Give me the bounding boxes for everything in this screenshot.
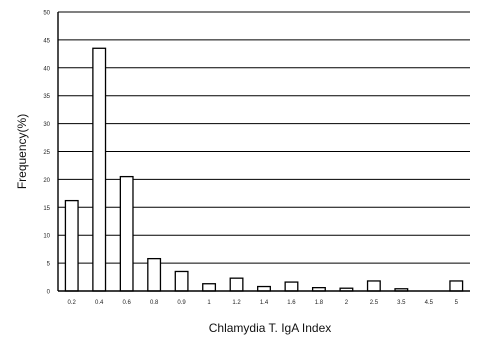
- x-tick-label: 3.5: [397, 300, 406, 306]
- y-tick-label: 35: [43, 94, 50, 100]
- y-tick-label: 5: [47, 262, 51, 268]
- x-tick-label: 4.5: [425, 300, 434, 306]
- x-tick-label: 5: [455, 300, 459, 306]
- bar: [449, 280, 464, 292]
- y-tick-label: 20: [43, 178, 50, 184]
- bar: [119, 175, 134, 292]
- y-tick-label: 10: [43, 234, 50, 240]
- y-tick-label: 25: [43, 150, 50, 156]
- x-tick-label: 1.8: [315, 300, 324, 306]
- x-tick-label: 1.6: [287, 300, 296, 306]
- bar: [284, 281, 299, 292]
- x-axis-label: Chlamydia T. IgA Index: [209, 321, 332, 335]
- bars: [64, 47, 464, 292]
- x-tick-label: 1.2: [232, 300, 241, 306]
- x-tick-label: 2.5: [370, 300, 379, 306]
- y-tick-label: 0: [47, 290, 51, 296]
- y-tick-label: 50: [43, 11, 50, 17]
- bar: [229, 277, 244, 292]
- y-axis-label: Frequency(%): [15, 114, 29, 189]
- bar: [147, 257, 162, 292]
- y-tick-label: 15: [43, 206, 50, 212]
- bar: [92, 47, 107, 292]
- bar: [202, 283, 217, 292]
- bar: [174, 270, 189, 292]
- x-tick-label: 2: [345, 300, 349, 306]
- bar: [366, 280, 381, 292]
- x-tick-label: 0.4: [95, 300, 104, 306]
- x-tick-label: 0.9: [177, 300, 186, 306]
- y-tick-label: 40: [43, 66, 50, 72]
- y-tick-labels: 0 5 10 15 20 25 30 35 40 45 50: [43, 11, 50, 296]
- x-tick-label: 0.6: [122, 300, 131, 306]
- y-tick-label: 45: [43, 38, 50, 44]
- x-tick-label: 1: [207, 300, 211, 306]
- x-tick-label: 1.4: [260, 300, 269, 306]
- y-tick-label: 30: [43, 122, 50, 128]
- x-tick-labels: 0.2 0.4 0.6 0.8 0.9 1 1.2 1.4 1.6 1.8 2 2.5 3.5 4.5 5: [68, 300, 459, 306]
- bar: [64, 199, 79, 292]
- x-tick-label: 0.2: [68, 300, 77, 306]
- x-tick-label: 0.8: [150, 300, 159, 306]
